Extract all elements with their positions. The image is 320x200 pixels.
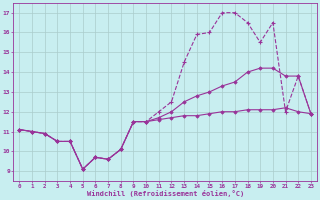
X-axis label: Windchill (Refroidissement éolien,°C): Windchill (Refroidissement éolien,°C) (86, 190, 244, 197)
